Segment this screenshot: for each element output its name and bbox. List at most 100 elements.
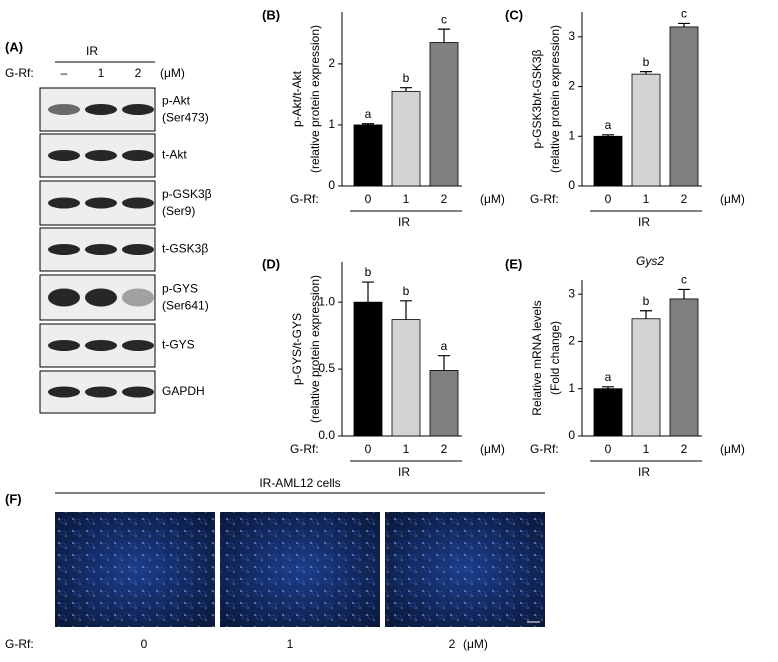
panel-label: (B) [262,7,280,22]
error-bar [640,71,652,75]
error-bar [362,281,374,303]
blot-row-label: p-GYS [162,282,198,296]
dose-label: G-Rf: [5,66,34,80]
y-tick-label: 1.0 [318,294,335,308]
y-tick-label: 0 [568,178,575,192]
y-tick-label: 2 [568,79,575,93]
band [122,288,154,307]
significance-letter: b [643,294,650,308]
band [85,244,117,255]
band [122,197,154,209]
y-tick-label: 3 [568,29,575,43]
error-bar [400,300,412,320]
bar [593,135,623,187]
group-label: IR [398,215,410,229]
band [122,244,154,255]
band [85,288,117,307]
error-bar [438,355,450,371]
dose: 2 [135,66,142,80]
y-axis-label: p-GYS/t-GYS [290,313,304,385]
micrograph-texture [55,512,215,627]
band [48,150,80,161]
significance-letter: a [605,118,612,132]
y-axis-label: (relative protein expression) [308,275,322,423]
band [85,150,117,161]
y-tick-label: 0.5 [318,361,335,375]
significance-letter: a [605,370,612,384]
x-tick-label: 2 [681,192,688,206]
x-unit: (μM) [720,442,745,456]
error-bar [362,123,374,125]
y-tick-label: 0.0 [318,428,335,442]
bar [669,298,699,437]
micrograph-title: IR-AML12 cells [259,476,340,490]
panel-label: (C) [505,7,523,22]
band [48,340,80,351]
y-tick-label: 0 [568,428,575,442]
micrograph-texture [385,512,545,627]
x-unit: (μM) [480,442,505,456]
significance-letter: b [643,55,650,69]
band [48,288,80,307]
y-axis-label: (relative protein expression) [308,25,322,173]
significance-letter: a [441,339,448,353]
significance-letter: c [681,273,687,287]
group-label: IR [638,465,650,479]
chart-title: Gys2 [636,254,664,268]
dose: 1 [98,66,105,80]
x-tick-label: 0 [365,192,372,206]
blot-row-label: t-GSK3β [162,242,208,256]
band [48,197,80,209]
band [85,197,117,209]
panel-label: (F) [5,491,22,506]
micrograph-texture [220,512,380,627]
x-tick-label: 1 [403,442,410,456]
x-unit: (μM) [480,192,505,206]
significance-letter: b [365,265,372,279]
dose: 1 [287,637,294,651]
x-tick-label: 2 [441,442,448,456]
bar [353,124,383,187]
dose: 0 [141,637,148,651]
blot-row-label: t-Akt [162,148,187,162]
bar [593,388,623,437]
group-label: IR [398,465,410,479]
unit: (μM) [160,66,185,80]
y-tick-label: 2 [568,334,575,348]
x-tick-label: 0 [605,442,612,456]
bar [631,73,661,187]
x-prefix: G-Rf: [290,442,319,456]
x-prefix: G-Rf: [290,192,319,206]
band [122,340,154,351]
y-tick-label: 1 [568,381,575,395]
blot-row-label: GAPDH [162,384,205,398]
significance-letter: a [365,107,372,121]
bar [391,319,421,437]
band [122,150,154,161]
error-bar [678,22,690,27]
significance-letter: c [681,7,687,21]
panel-label: (E) [505,256,522,271]
dose: 2 [449,637,456,651]
y-axis-label: p-GSK3b/t-GSK3β [530,49,544,148]
band [48,386,80,398]
band [48,244,80,255]
panel-label: (A) [5,39,23,54]
blot-row-label: p-Akt [162,94,191,108]
bar [391,90,421,187]
error-bar [640,310,652,319]
bar [429,42,459,187]
y-axis-label: (relative protein expression) [548,25,562,173]
significance-letter: c [441,12,447,26]
error-bar [602,134,614,137]
x-unit: (μM) [720,192,745,206]
y-axis-label: p-Akt/t-Akt [290,70,304,127]
y-axis-label: (Fold change) [548,321,562,395]
significance-letter: b [403,71,410,85]
bar [631,318,661,437]
y-tick-label: 0 [328,178,335,192]
band [85,104,117,115]
x-prefix: G-Rf: [530,442,559,456]
band [85,386,117,398]
